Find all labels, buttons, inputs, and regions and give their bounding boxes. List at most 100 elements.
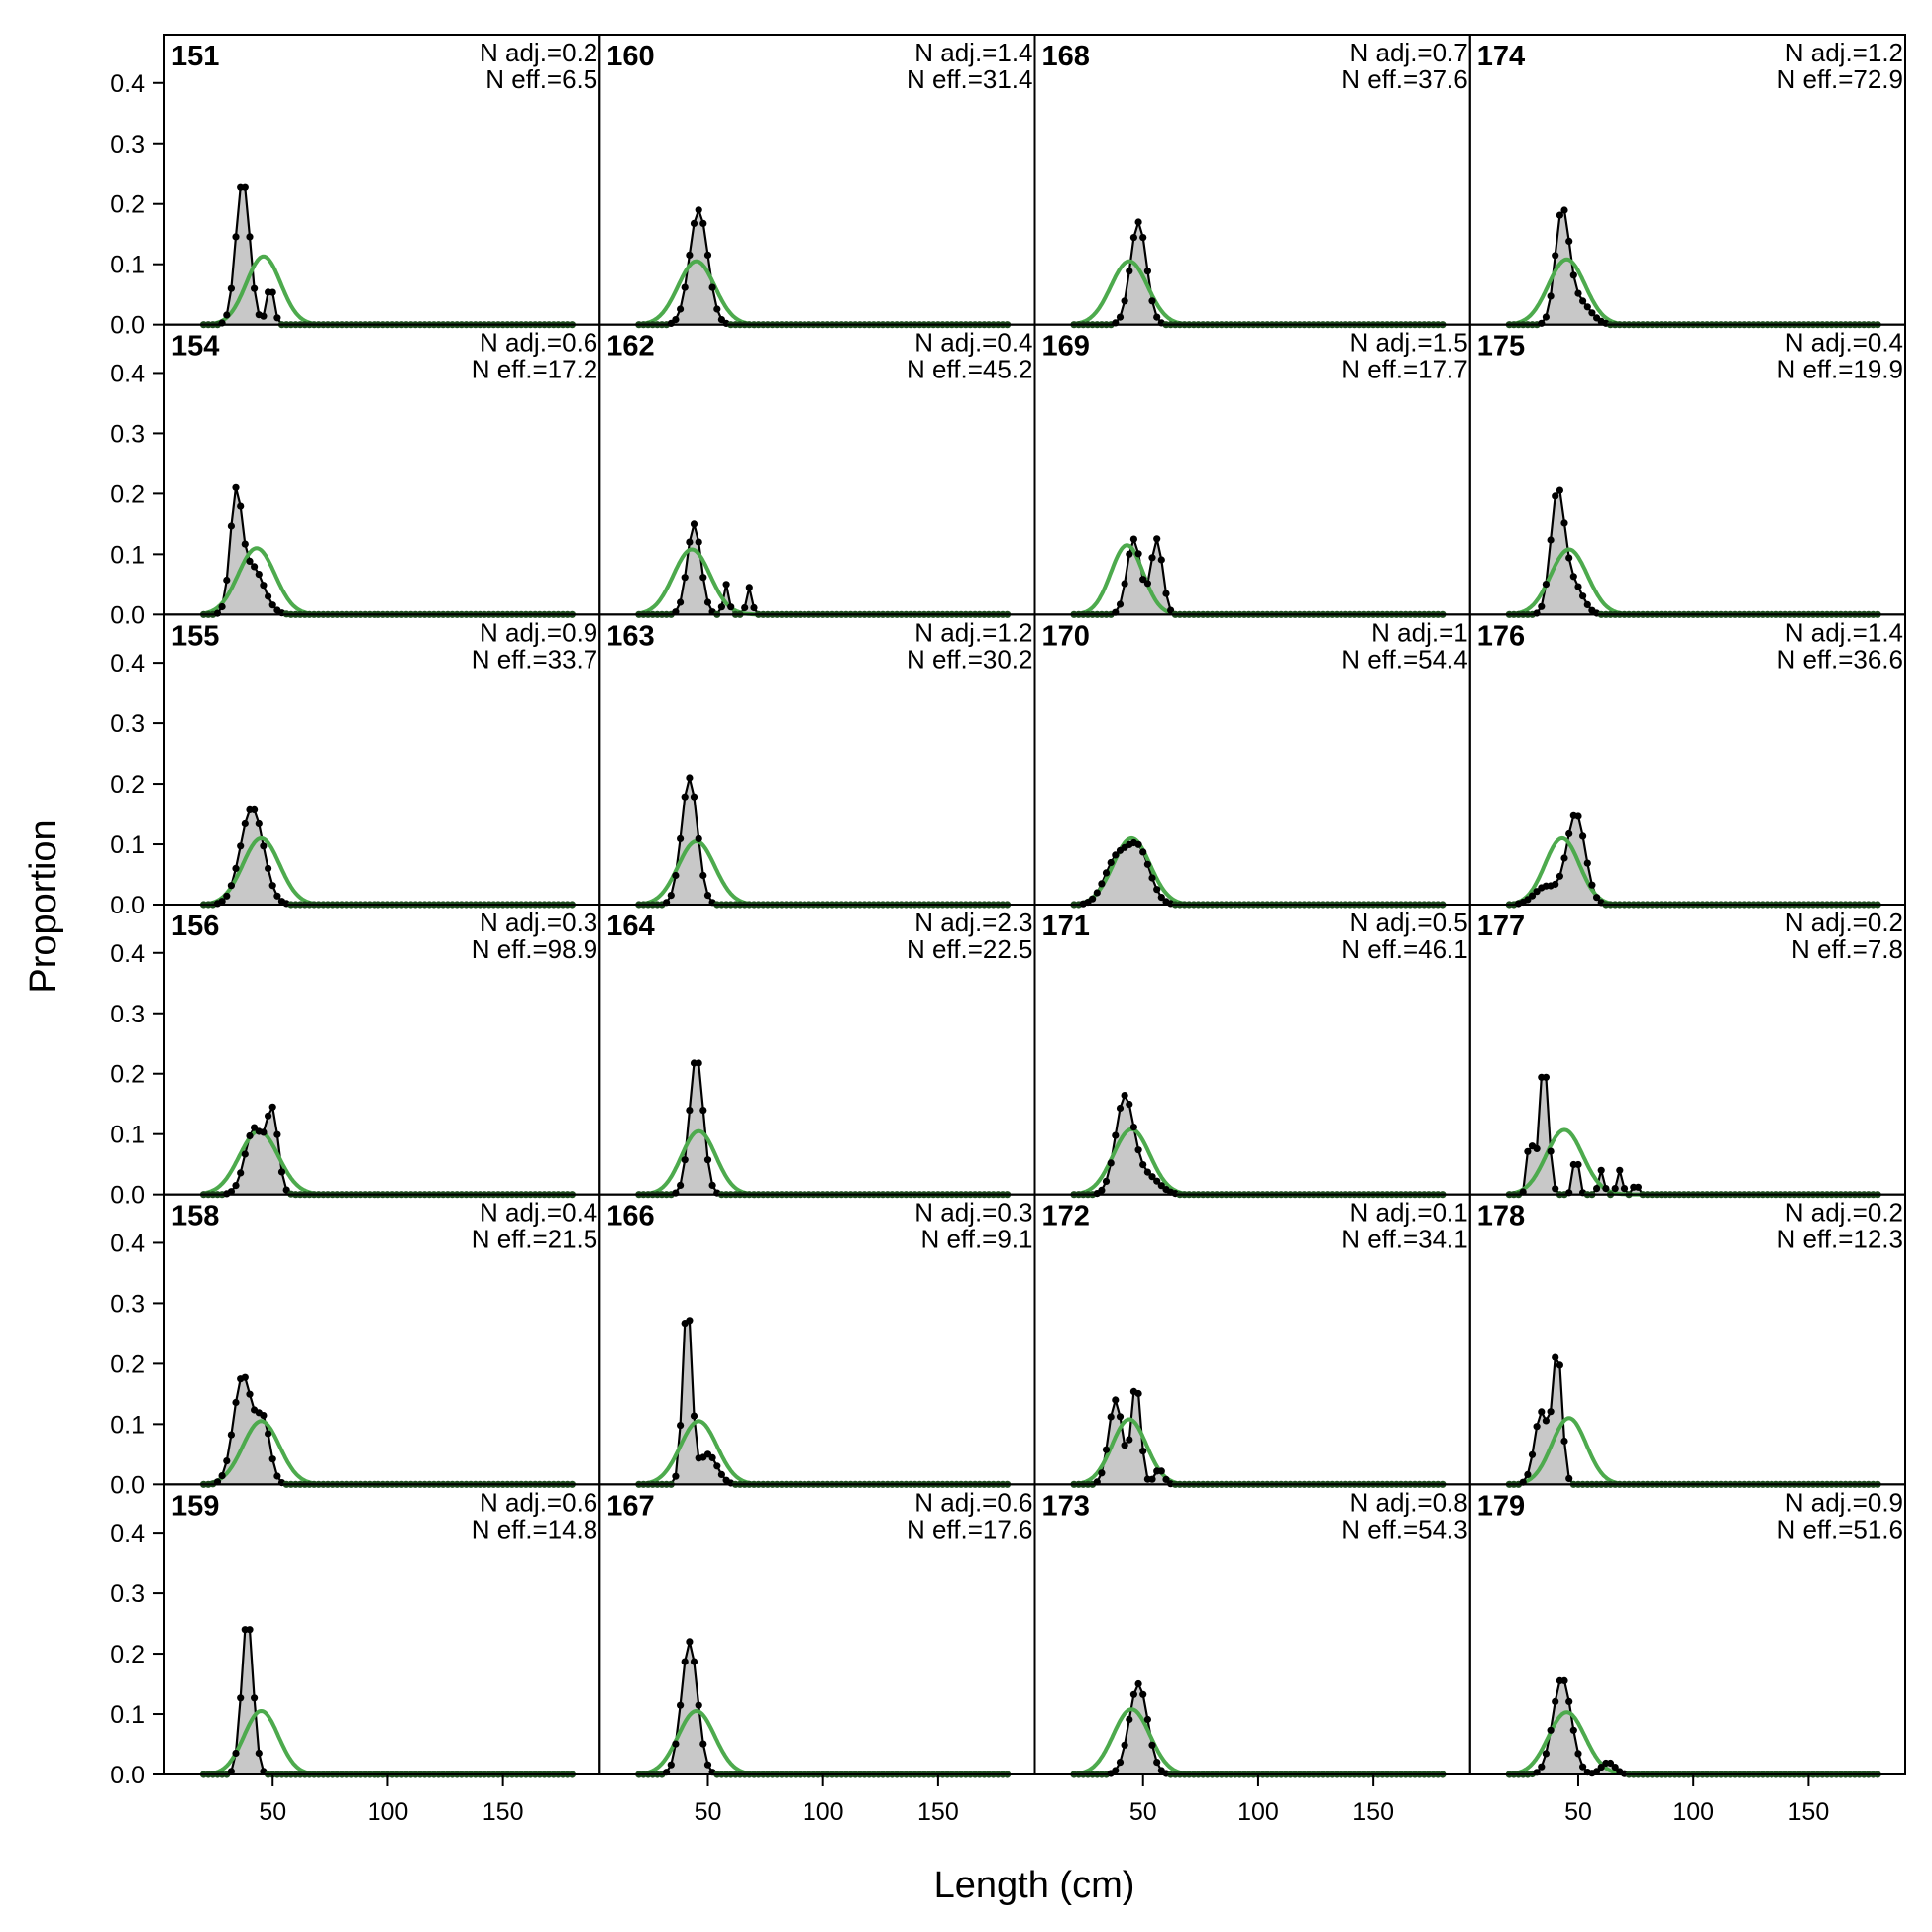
panel-162: 162 N adj.=0.4N eff.=45.2 <box>598 323 1036 618</box>
observed-point <box>227 1188 235 1196</box>
observed-point <box>1552 1697 1559 1705</box>
observed-point <box>232 1398 240 1407</box>
observed-point <box>1167 606 1175 614</box>
n-adj-label: N adj.=0.6 <box>914 1487 1032 1517</box>
observed-area <box>203 809 573 905</box>
observed-point <box>1611 1764 1619 1771</box>
observed-point <box>232 233 240 241</box>
observed-point <box>1107 858 1115 867</box>
observed-area <box>203 487 573 615</box>
observed-point <box>695 1701 702 1709</box>
observed-point <box>1112 1767 1120 1774</box>
observed-point <box>273 314 281 322</box>
observed-point <box>265 864 272 873</box>
observed-point <box>1153 1759 1161 1767</box>
observed-point <box>1542 1750 1550 1758</box>
observed-point <box>241 183 249 191</box>
observed-point <box>260 1412 268 1420</box>
n-eff-label: N eff.=14.8 <box>472 1514 597 1544</box>
panel-155: 155 N adj.=0.9N eff.=33.7 <box>163 613 601 909</box>
n-adj-label: N adj.=0.4 <box>1785 328 1903 358</box>
panel-id: 166 <box>606 1201 654 1233</box>
observed-point <box>677 1422 685 1430</box>
n-adj-label: N adj.=0.9 <box>480 617 597 647</box>
observed-point <box>686 538 694 546</box>
observed-point <box>268 1455 276 1463</box>
observed-point <box>1556 872 1563 880</box>
panel-id: 174 <box>1477 41 1525 72</box>
observed-point <box>672 1472 680 1480</box>
observed-point <box>1547 1147 1555 1155</box>
observed-point <box>1121 1092 1128 1100</box>
y-tick-label: 0.1 <box>110 541 145 569</box>
y-tick-label: 0.3 <box>110 1580 145 1608</box>
observed-point <box>1102 1446 1111 1453</box>
observed-point <box>1143 268 1151 275</box>
observed-point <box>1098 1469 1106 1477</box>
n-adj-label: N adj.=0.6 <box>480 328 597 358</box>
observed-point <box>690 520 698 528</box>
n-eff-label: N eff.=17.7 <box>1342 355 1467 384</box>
observed-point <box>1606 1759 1615 1768</box>
observed-point <box>232 483 240 491</box>
observed-point <box>695 834 702 843</box>
n-eff-label: N eff.=17.2 <box>472 355 597 384</box>
panel-177: 177 N adj.=0.2N eff.=7.8 <box>1468 904 1906 1199</box>
panel-id: 162 <box>606 331 654 363</box>
observed-point <box>265 1112 272 1120</box>
n-adj-label: N adj.=0.4 <box>914 328 1032 358</box>
observed-point <box>255 819 263 828</box>
panel-175: 175 N adj.=0.4N eff.=19.9 <box>1468 323 1906 618</box>
observed-point <box>223 892 231 900</box>
panel-164: 164 N adj.=2.3N eff.=22.5 <box>598 904 1036 1199</box>
panel-id: 163 <box>606 620 654 652</box>
observed-area <box>1509 1357 1878 1485</box>
y-tick-label: 0.0 <box>110 1182 145 1210</box>
observed-point <box>1574 812 1582 820</box>
panel-id: 175 <box>1477 331 1525 363</box>
observed-area <box>1509 210 1878 325</box>
n-eff-label: N eff.=31.4 <box>907 64 1032 94</box>
observed-point <box>1129 234 1137 242</box>
observed-point <box>1098 1186 1106 1194</box>
n-adj-label: N adj.=0.2 <box>480 38 597 67</box>
observed-point <box>1579 1763 1587 1771</box>
observed-area <box>1074 538 1443 615</box>
n-eff-label: N eff.=17.6 <box>907 1514 1032 1544</box>
observed-point <box>1121 1741 1128 1749</box>
n-eff-label: N eff.=21.5 <box>472 1225 597 1254</box>
observed-point <box>1157 1467 1165 1475</box>
x-tick-label: 50 <box>259 1798 286 1826</box>
n-eff-label: N eff.=54.3 <box>1342 1514 1467 1544</box>
observed-area <box>203 1107 573 1195</box>
observed-point <box>1574 1160 1582 1169</box>
observed-point <box>277 1168 286 1176</box>
panel-154: 154 N adj.=0.6N eff.=17.2 <box>163 323 601 618</box>
panel-171: 171 N adj.=0.5N eff.=46.1 <box>1033 904 1471 1199</box>
observed-point <box>1121 297 1128 305</box>
observed-area <box>1509 490 1878 615</box>
y-tick-label: 0.3 <box>110 131 145 159</box>
observed-point <box>681 1156 689 1164</box>
panel-id: 171 <box>1042 911 1090 942</box>
observed-point <box>1143 580 1151 588</box>
panel-id: 151 <box>171 41 219 72</box>
n-adj-label: N adj.=0.9 <box>1785 1487 1903 1517</box>
observed-point <box>722 581 730 589</box>
x-tick-label: 50 <box>1129 1798 1157 1826</box>
observed-point <box>255 571 263 579</box>
n-eff-label: N eff.=72.9 <box>1777 64 1903 94</box>
n-eff-label: N eff.=19.9 <box>1777 355 1903 384</box>
observed-point <box>1157 556 1165 564</box>
observed-point <box>695 206 702 214</box>
observed-point <box>237 842 245 850</box>
observed-point <box>268 1103 276 1111</box>
n-adj-label: N adj.=0.7 <box>1350 38 1468 67</box>
observed-point <box>237 502 245 510</box>
n-adj-label: N adj.=0.2 <box>1785 1198 1903 1228</box>
observed-point <box>1597 1764 1605 1771</box>
panel-grid: 151 N adj.=0.2N eff.=6.50.00.10.20.30.415… <box>110 34 1906 1826</box>
n-eff-label: N eff.=45.2 <box>907 355 1032 384</box>
n-eff-label: N eff.=36.6 <box>1777 644 1903 674</box>
observed-point <box>1583 600 1591 609</box>
